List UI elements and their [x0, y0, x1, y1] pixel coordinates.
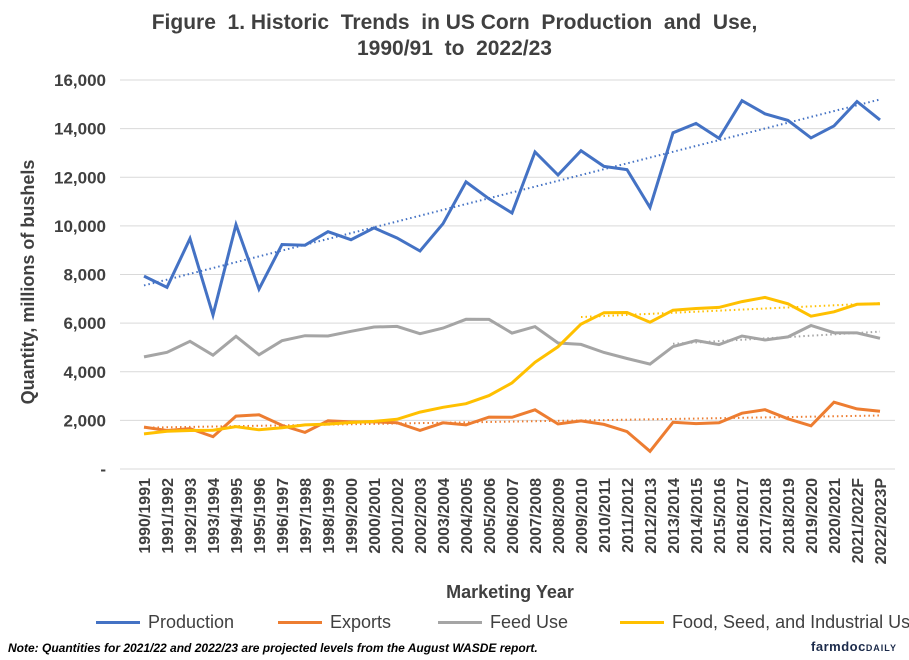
brand-main: farmdoc	[811, 639, 866, 654]
x-tick-label: 1994/1995	[229, 478, 246, 554]
trend-line	[143, 98, 881, 287]
x-tick-label: 2004/2005	[459, 478, 476, 554]
y-tick-label: 4,000	[63, 363, 106, 382]
brand-logo: farmdocDAILY	[811, 639, 897, 654]
y-tick-label: 8,000	[63, 266, 106, 285]
footnote: Note: Quantities for 2021/22 and 2022/23…	[8, 641, 538, 655]
x-tick-label: 2021/2022F	[850, 478, 867, 564]
y-tick-label: 12,000	[54, 168, 106, 187]
x-tick-label: 1992/1993	[183, 478, 200, 554]
x-tick-label: 1993/1994	[206, 478, 223, 554]
x-tick-label: 2000/2001	[367, 478, 384, 554]
x-tick-label: 1995/1996	[252, 478, 269, 554]
series-line	[143, 295, 881, 436]
x-tick-label: 2008/2009	[551, 478, 568, 554]
x-tick-label: 2005/2006	[482, 478, 499, 554]
x-tick-label: 1991/1992	[160, 478, 177, 554]
y-tick-label: -	[100, 460, 106, 479]
x-tick-label: 1999/2000	[344, 478, 361, 554]
series-line	[143, 317, 881, 366]
brand-suffix: DAILY	[865, 643, 897, 653]
y-tick-label: 6,000	[63, 314, 106, 333]
y-tick-label: 2,000	[63, 411, 106, 430]
x-tick-label: 2001/2002	[390, 478, 407, 554]
x-tick-label: 2002/2003	[413, 478, 430, 554]
series-line	[143, 400, 881, 454]
y-axis-ticks: - 2,000 4,000 6,000 8,000 10,000 12,000 14,000 1…	[54, 71, 106, 479]
x-tick-label: 2012/2013	[643, 478, 660, 554]
chart-title-line1: Figure 1. Historic Trends in US Corn Pro…	[151, 11, 758, 34]
x-tick-label: 2011/2012	[620, 478, 637, 553]
x-tick-label: 2020/2021	[827, 478, 844, 554]
trend-line	[143, 414, 881, 429]
series-line	[143, 98, 881, 321]
series-lines	[143, 98, 881, 454]
x-tick-label: 2013/2014	[666, 478, 683, 554]
gridlines	[120, 79, 895, 470]
x-tick-label: 1997/1998	[298, 478, 315, 554]
y-tick-label: 10,000	[54, 217, 106, 236]
legend-swatch	[278, 621, 322, 624]
x-tick-label: 2009/2010	[574, 478, 591, 554]
legend-swatch	[438, 621, 482, 624]
legend-label: Food, Seed, and Industrial Use	[672, 612, 909, 632]
x-tick-label: 2017/2018	[758, 478, 775, 554]
legend-item: Exports	[278, 612, 391, 633]
trend-lines	[143, 98, 881, 429]
chart-title: Figure 1. Historic Trends in US Corn Pro…	[0, 10, 909, 62]
x-tick-label: 2006/2007	[505, 478, 522, 554]
chart-title-line2: 1990/91 to 2022/23	[357, 37, 552, 60]
legend-label: Production	[148, 612, 235, 632]
x-tick-label: 2016/2017	[735, 478, 752, 554]
x-axis-label: Marketing Year	[446, 582, 574, 602]
y-tick-label: 14,000	[54, 120, 106, 139]
y-tick-label: 16,000	[54, 71, 106, 90]
x-tick-label: 2014/2015	[689, 478, 706, 554]
x-tick-label: 1990/1991	[137, 478, 154, 554]
x-tick-label: 2007/2008	[528, 478, 545, 554]
legend-swatch	[96, 621, 140, 624]
x-tick-label: 1998/1999	[321, 478, 338, 554]
x-axis-ticks: 1990/1991 1991/1992 1992/1993 1993/1994 1994…	[137, 478, 890, 565]
x-tick-label: 2015/2016	[712, 478, 729, 554]
legend-swatch	[620, 621, 664, 624]
x-tick-label: 2022/2023P	[873, 478, 890, 565]
x-tick-label: 2018/2019	[781, 478, 798, 554]
x-tick-label: 1996/1997	[275, 478, 292, 554]
y-axis-label: Quantity, millions of bushels	[18, 160, 38, 405]
legend-label: Exports	[330, 612, 392, 632]
x-tick-label: 2003/2004	[436, 478, 453, 554]
x-tick-label: 2010/2011	[597, 478, 614, 553]
legend-item: Production	[96, 612, 234, 633]
legend-item: Feed Use	[438, 612, 568, 633]
x-tick-label: 2019/2020	[804, 478, 821, 554]
legend: Production Exports Feed Use Food, Seed, and…	[0, 612, 909, 636]
legend-label: Feed Use	[490, 612, 569, 632]
legend-item: Food, Seed, and Industrial Use	[620, 612, 909, 633]
